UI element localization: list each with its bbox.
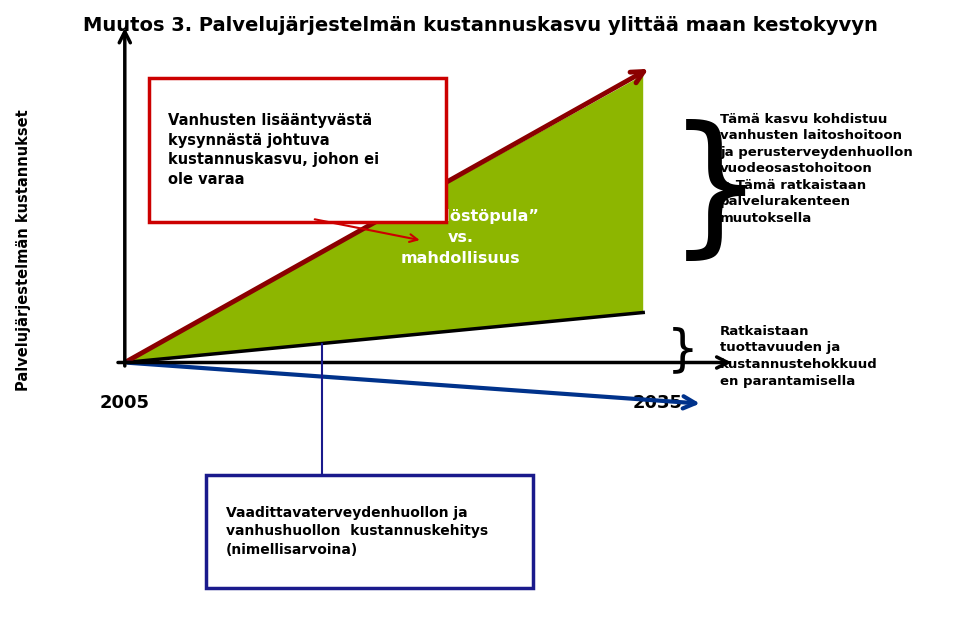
Text: 2005: 2005	[100, 394, 150, 412]
FancyBboxPatch shape	[206, 475, 533, 588]
Text: Palvelujärjestelmän kustannukset: Palvelujärjestelmän kustannukset	[16, 109, 32, 391]
Text: “Henkilöstöpula”
vs.
mahdollisuus: “Henkilöstöpula” vs. mahdollisuus	[382, 209, 540, 266]
FancyBboxPatch shape	[149, 78, 446, 222]
Text: Vanhusten lisääntyvästä
kysynnästä johtuva
kustannuskasvu, johon ei
ole varaa: Vanhusten lisääntyvästä kysynnästä johtu…	[168, 112, 379, 188]
Text: Ratkaistaan
tuottavuuden ja
kustannustehokkuud
en parantamisella: Ratkaistaan tuottavuuden ja kustannusteh…	[720, 325, 877, 388]
Text: Muutos 3. Palvelujärjestelmän kustannuskasvu ylittää maan kestokyvyn: Muutos 3. Palvelujärjestelmän kustannusk…	[83, 16, 877, 34]
Polygon shape	[125, 75, 643, 362]
Text: Tämä kasvu kohdistuu
vanhusten laitoshoitoon
ja perusterveydenhuollon
vuodeosast: Tämä kasvu kohdistuu vanhusten laitoshoi…	[720, 112, 913, 225]
Text: }: }	[667, 326, 699, 374]
Text: Vaadittavaterveydenhuollon ja
vanhushuollon  kustannuskehitys
(nimellisarvoina): Vaadittavaterveydenhuollon ja vanhushuol…	[226, 506, 488, 557]
Text: }: }	[667, 119, 764, 268]
Text: 2035: 2035	[633, 394, 683, 412]
